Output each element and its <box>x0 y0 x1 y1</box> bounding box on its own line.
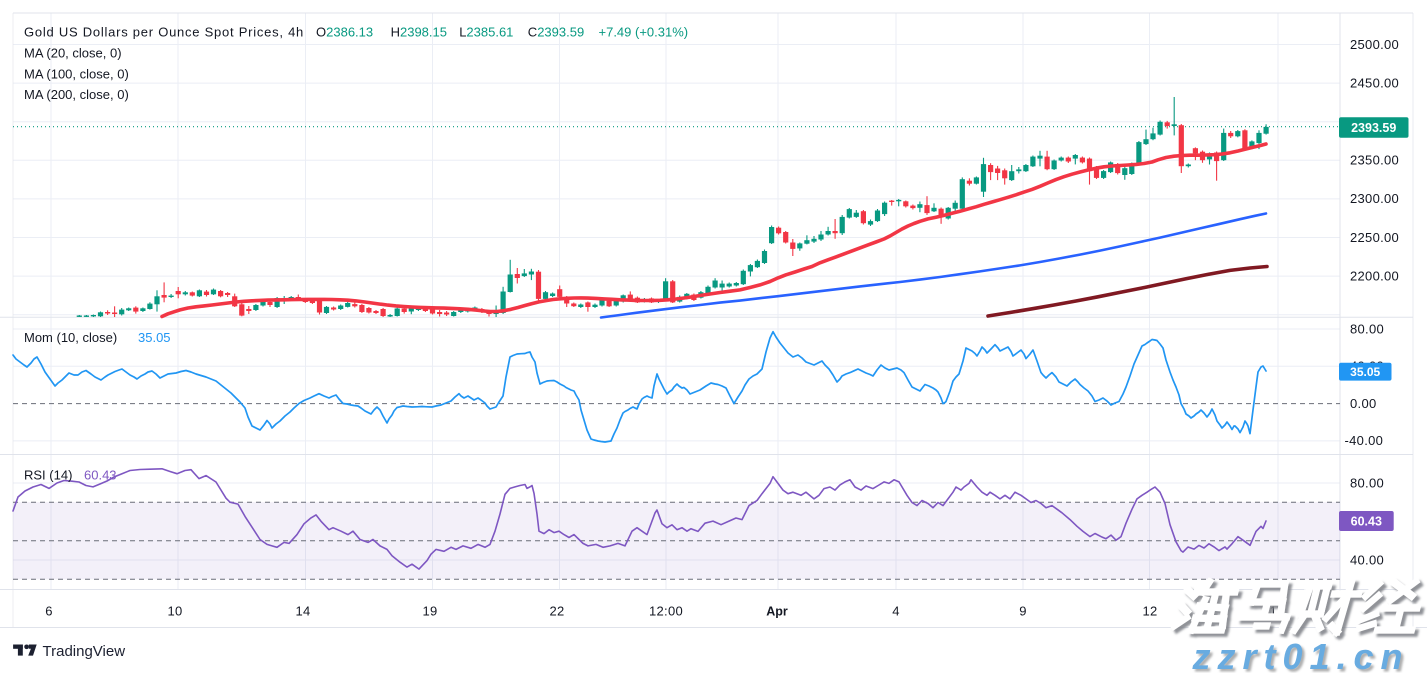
svg-text:2200.00: 2200.00 <box>1350 268 1399 283</box>
svg-text:Mom (10, close): Mom (10, close) <box>24 330 117 345</box>
svg-text:4: 4 <box>892 604 900 619</box>
svg-text:0.00: 0.00 <box>1350 396 1377 411</box>
svg-text:35.05: 35.05 <box>138 330 171 345</box>
svg-text:H2398.15: H2398.15 <box>391 25 447 40</box>
svg-text:Apr: Apr <box>766 605 788 619</box>
svg-text:MA (100, close, 0): MA (100, close, 0) <box>24 66 129 81</box>
svg-text:C2393.59: C2393.59 <box>528 25 584 40</box>
svg-text:10: 10 <box>167 604 182 619</box>
svg-text:2393.59: 2393.59 <box>1351 121 1396 135</box>
svg-text:9: 9 <box>1019 604 1027 619</box>
svg-text:60.43: 60.43 <box>84 468 117 483</box>
svg-text:40.00: 40.00 <box>1350 552 1384 567</box>
svg-text:80.00: 80.00 <box>1350 321 1384 336</box>
svg-text:6: 6 <box>45 604 53 619</box>
svg-text:L2385.61: L2385.61 <box>459 25 513 40</box>
svg-text:Gold US Dollars per Ounce Spot: Gold US Dollars per Ounce Spot Prices, 4… <box>24 25 304 40</box>
svg-text:O2386.13: O2386.13 <box>316 25 373 40</box>
svg-text:2250.00: 2250.00 <box>1350 230 1399 245</box>
svg-text:60.43: 60.43 <box>1351 515 1382 529</box>
svg-text:RSI (14): RSI (14) <box>24 468 72 483</box>
svg-text:12:00: 12:00 <box>649 604 683 619</box>
svg-text:12: 12 <box>1142 604 1157 619</box>
svg-text:TradingView: TradingView <box>43 643 126 660</box>
svg-text:2450.00: 2450.00 <box>1350 75 1399 90</box>
svg-text:2350.00: 2350.00 <box>1350 153 1399 168</box>
svg-text:80.00: 80.00 <box>1350 475 1384 490</box>
svg-text:14: 14 <box>295 604 310 619</box>
svg-text:MA (200, close, 0): MA (200, close, 0) <box>24 87 129 102</box>
svg-text:2300.00: 2300.00 <box>1350 191 1399 206</box>
svg-text:MA (20, close, 0): MA (20, close, 0) <box>24 46 122 61</box>
svg-text:19: 19 <box>422 604 437 619</box>
svg-text:+7.49 (+0.31%): +7.49 (+0.31%) <box>599 25 689 40</box>
svg-text:35.05: 35.05 <box>1350 365 1380 379</box>
svg-text:22: 22 <box>549 604 564 619</box>
svg-text:2500.00: 2500.00 <box>1350 37 1399 52</box>
svg-text:-40.00: -40.00 <box>1345 433 1384 448</box>
svg-text:zzrt01.cn: zzrt01.cn <box>1191 636 1409 673</box>
